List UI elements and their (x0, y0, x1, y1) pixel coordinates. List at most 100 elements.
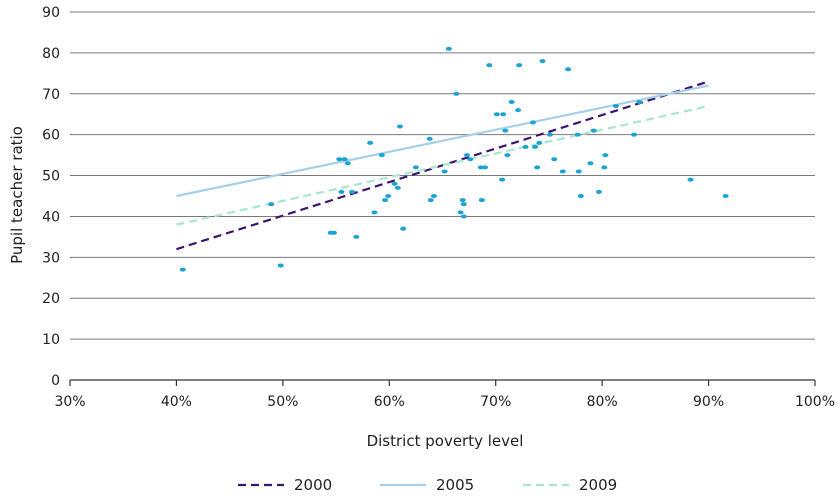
legend-label-2000: 2000 (294, 476, 332, 494)
data-point (391, 181, 398, 186)
tick-labels: 0 10 20 30 40 50 60 70 80 90 30% 40% 50% 60% 70% 80% 90%… (42, 5, 835, 410)
y-tick-label: 10 (42, 332, 60, 348)
trend-line-2000 (176, 80, 709, 251)
data-point (500, 112, 507, 117)
x-tick-label: 30% (54, 394, 85, 410)
x-tick-label: 40% (161, 394, 192, 410)
data-point (463, 153, 470, 158)
data-point (179, 267, 186, 272)
data-point (341, 157, 348, 162)
data-point (453, 91, 460, 96)
data-point (529, 120, 536, 125)
data-point (330, 230, 337, 235)
data-point (412, 165, 419, 170)
data-point (457, 210, 464, 215)
data-point (575, 169, 582, 174)
data-point (493, 112, 500, 117)
data-point (427, 198, 434, 203)
data-point (378, 153, 385, 158)
data-point (551, 157, 558, 162)
data-point (499, 177, 506, 182)
data-point (396, 124, 403, 129)
data-point (590, 128, 597, 133)
data-point (565, 67, 572, 72)
x-tick-label: 60% (374, 394, 405, 410)
y-tick-label: 40 (42, 209, 60, 225)
data-point (426, 136, 433, 141)
data-point (539, 59, 546, 64)
legend-label-2009: 2009 (579, 476, 617, 494)
data-point (546, 132, 553, 137)
trend-line-2005 (176, 84, 709, 198)
data-point (460, 214, 467, 219)
x-tick-label: 100% (795, 394, 835, 410)
x-tick-label: 80% (587, 394, 618, 410)
data-point (534, 165, 541, 170)
data-point (441, 169, 448, 174)
data-point (400, 226, 407, 231)
legend: 2000 2005 2009 (238, 476, 617, 494)
data-point (504, 153, 511, 158)
data-point (612, 104, 619, 109)
data-point (338, 189, 345, 194)
data-point (687, 177, 694, 182)
data-point (268, 202, 275, 207)
data-point (516, 63, 523, 68)
data-point (430, 194, 437, 198)
y-tick-label: 30 (42, 250, 60, 266)
data-point (385, 194, 392, 198)
y-tick-label: 70 (42, 87, 60, 103)
y-tick-label: 0 (51, 373, 60, 389)
data-point (532, 144, 539, 149)
data-point (336, 157, 343, 162)
data-point (445, 46, 452, 51)
data-point (460, 202, 467, 207)
data-point (602, 153, 609, 158)
axes (69, 379, 816, 386)
data-point (349, 189, 356, 194)
data-point (382, 198, 389, 203)
y-tick-label: 80 (42, 46, 60, 62)
y-tick-label: 20 (42, 291, 60, 307)
data-point (515, 108, 522, 113)
x-tick-label: 70% (480, 394, 511, 410)
x-axis-title: District poverty level (367, 432, 524, 450)
data-point (574, 132, 581, 137)
data-point (577, 194, 584, 198)
data-points (179, 46, 729, 272)
data-point (277, 263, 284, 268)
x-tick-label: 90% (693, 394, 724, 410)
data-point (595, 189, 602, 194)
x-tick-label: 50% (267, 394, 298, 410)
data-point (344, 161, 351, 166)
data-point (394, 185, 401, 190)
y-tick-label: 90 (42, 5, 60, 21)
data-point (508, 99, 515, 104)
trend-lines (176, 80, 709, 251)
data-point (367, 140, 374, 145)
data-point (522, 144, 529, 149)
data-point (482, 165, 489, 170)
data-point (478, 198, 485, 203)
y-tick-label: 50 (42, 169, 60, 185)
y-tick-label: 60 (42, 128, 60, 144)
gridlines (70, 11, 815, 340)
legend-label-2005: 2005 (436, 476, 474, 494)
y-axis-title: Pupil teacher ratio (8, 126, 26, 264)
data-point (587, 161, 594, 166)
data-point (536, 140, 543, 145)
data-point (636, 99, 643, 104)
data-point (371, 210, 378, 215)
data-point (353, 234, 360, 239)
data-point (459, 198, 466, 203)
data-point (502, 128, 509, 133)
data-point (467, 157, 474, 162)
data-point (722, 194, 729, 198)
data-point (601, 165, 608, 170)
data-point (486, 63, 493, 68)
data-point (559, 169, 566, 174)
data-point (477, 165, 484, 170)
data-point (631, 132, 638, 137)
